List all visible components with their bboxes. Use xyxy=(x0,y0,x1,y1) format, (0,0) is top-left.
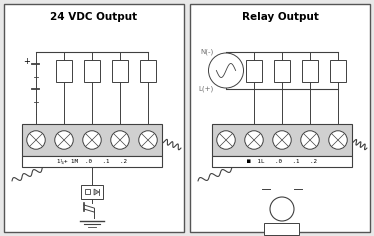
Text: 24 VDC Output: 24 VDC Output xyxy=(50,12,138,22)
Circle shape xyxy=(139,131,157,149)
Bar xyxy=(56,60,72,82)
Bar xyxy=(264,223,300,235)
Bar xyxy=(4,4,184,232)
Text: 1¼+ 1M  .0   .1   .2: 1¼+ 1M .0 .1 .2 xyxy=(57,159,127,164)
Circle shape xyxy=(329,131,347,149)
Circle shape xyxy=(208,53,243,88)
Bar xyxy=(330,60,346,82)
Bar xyxy=(274,60,290,82)
Text: ■  1L   .0   .1   .2: ■ 1L .0 .1 .2 xyxy=(247,159,317,164)
Circle shape xyxy=(301,131,319,149)
Text: +: + xyxy=(24,58,30,67)
Circle shape xyxy=(83,131,101,149)
Text: L(+): L(+) xyxy=(199,86,214,92)
Bar xyxy=(190,4,370,232)
Circle shape xyxy=(111,131,129,149)
Bar xyxy=(302,60,318,82)
Polygon shape xyxy=(94,189,99,195)
Bar xyxy=(22,156,162,167)
Circle shape xyxy=(27,131,45,149)
Text: N(-): N(-) xyxy=(201,49,214,55)
Bar xyxy=(140,60,156,82)
Bar xyxy=(212,124,352,156)
Circle shape xyxy=(217,131,235,149)
Bar xyxy=(81,185,103,199)
Text: Relay Output: Relay Output xyxy=(242,12,318,22)
Circle shape xyxy=(245,131,263,149)
Bar xyxy=(246,60,262,82)
Bar xyxy=(84,60,100,82)
Circle shape xyxy=(55,131,73,149)
Bar xyxy=(212,156,352,167)
Bar xyxy=(112,60,128,82)
Circle shape xyxy=(273,131,291,149)
Bar xyxy=(85,189,90,194)
Bar xyxy=(22,124,162,156)
Circle shape xyxy=(270,197,294,221)
